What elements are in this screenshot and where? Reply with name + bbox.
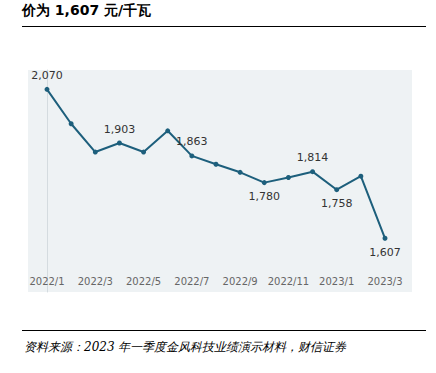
html-text:价为 1,607 元/千瓦: 价为 1,607 元/千瓦 [22,2,152,18]
svg-text:2022/9: 2022/9 [223,276,258,287]
svg-text:1,758: 1,758 [321,197,353,210]
svg-text:2022/1: 2022/1 [29,276,64,287]
svg-text:2022/11: 2022/11 [268,276,310,287]
svg-text:2022/7: 2022/7 [174,276,209,287]
svg-text:1,863: 1,863 [176,135,208,148]
svg-text:2022/5: 2022/5 [126,276,161,287]
svg-text:1,780: 1,780 [249,190,281,203]
svg-text:2022/3: 2022/3 [78,276,113,287]
html-text:资料来源：2023 年一季度金风科技业绩演示材料，财信证券: 资料来源：2023 年一季度金风科技业绩演示材料，财信证券 [24,340,347,354]
svg-text:1,607: 1,607 [369,246,401,259]
svg-text:2,070: 2,070 [31,69,63,82]
svg-text:2023/3: 2023/3 [367,276,402,287]
svg-text:1,814: 1,814 [297,151,329,164]
svg-text:1,903: 1,903 [104,123,135,136]
svg-text:2023/1: 2023/1 [319,276,354,287]
